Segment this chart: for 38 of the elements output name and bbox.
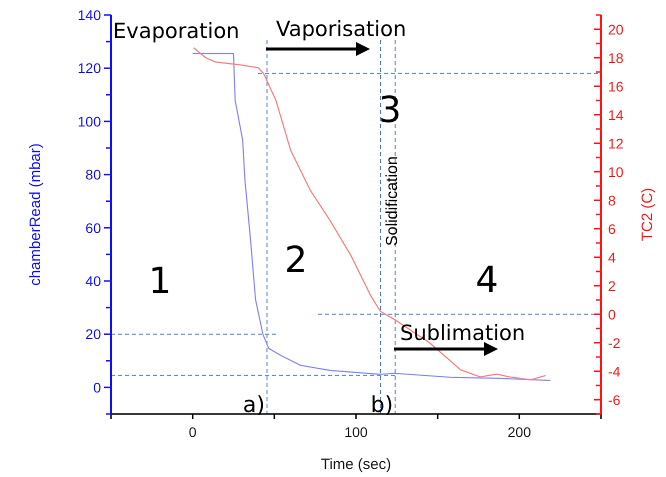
y2-tick-label: 2 xyxy=(608,278,616,294)
y2-tick-label: 6 xyxy=(608,220,616,237)
y2-tick-label: 12 xyxy=(608,135,624,152)
y-tick-label: 40 xyxy=(85,273,102,289)
y-tick-label: 100 xyxy=(78,113,102,130)
y2-tick-label: 10 xyxy=(608,164,624,180)
y-tick-label: 20 xyxy=(85,326,102,342)
y2-tick-label: -6 xyxy=(608,392,621,408)
y2-tick-label: 8 xyxy=(608,192,616,208)
y2-axis-title: TC2 (C) xyxy=(639,188,656,242)
annotation: 4 xyxy=(476,260,498,301)
y2-tick-label: 20 xyxy=(608,21,624,38)
y-tick-label: 140 xyxy=(78,7,102,23)
y-tick-label: 0 xyxy=(93,379,102,396)
y2-tick-label: -4 xyxy=(608,363,621,380)
y2-tick-label: 18 xyxy=(608,50,624,66)
y-tick-label: 120 xyxy=(78,60,102,76)
x-axis-title: Time (sec) xyxy=(320,456,392,473)
annotation: Evaporation xyxy=(113,19,240,43)
x-tick-label: 100 xyxy=(344,424,368,440)
ref-line-label: a) xyxy=(242,393,265,418)
x-tick-label: 200 xyxy=(508,424,532,440)
annotation: 3 xyxy=(378,90,402,131)
annotation: Solidification xyxy=(384,156,401,246)
y2-tick-label: 14 xyxy=(608,106,624,123)
annotation: 2 xyxy=(284,240,308,281)
y2-tick-label: 16 xyxy=(608,78,624,94)
y2-tick-label: -2 xyxy=(608,334,621,351)
y2-tick-label: 0 xyxy=(608,306,616,322)
y-tick-label: 80 xyxy=(85,166,102,183)
x-tick-label: 0 xyxy=(188,424,197,440)
annotation: Sublimation xyxy=(400,321,526,345)
y-axis-title: chamberRead (mbar) xyxy=(27,143,44,286)
ref-line-label: b) xyxy=(370,393,394,418)
annotation: 1 xyxy=(148,261,172,302)
y-tick-label: 60 xyxy=(85,220,102,236)
y2-tick-label: 4 xyxy=(608,249,616,266)
annotation: Vaporisation xyxy=(276,17,406,41)
